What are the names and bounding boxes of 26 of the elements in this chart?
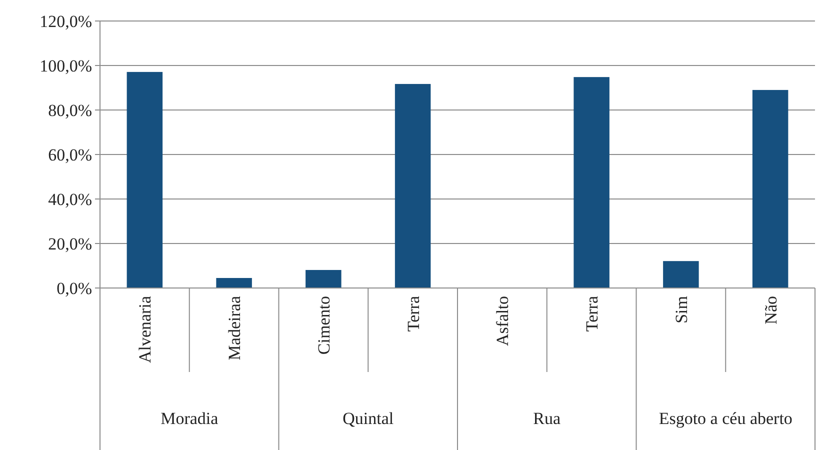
bar [752,90,788,288]
text: Esgoto a céu aberto [658,409,792,428]
y-tick-label: 40,0% [48,190,92,209]
text: Quintal [342,409,394,428]
x-tick-label: Terra [404,296,423,332]
text: Rua [533,409,562,428]
y-tick-label: 100,0% [40,56,92,76]
bar [663,261,699,288]
bar [394,84,431,288]
bar [574,77,610,288]
bar [126,72,163,288]
y-tick-label: 60,0% [48,145,92,164]
y-tick-label: 20,0% [48,234,92,254]
x-tick-label: Asfalto [493,296,512,346]
x-tick-label: Cimento [314,296,334,355]
x-tick-label: Madeiraa [225,296,244,360]
x-tick-label: Terra [582,296,602,332]
x-tick-label: Sim [672,296,691,324]
bar [306,270,342,288]
y-tick-label: 80,0% [48,100,92,120]
x-tick-label: Alvenaria [136,296,155,364]
text: Moradia [160,409,219,428]
y-tick-label: 0,0% [56,278,92,298]
x-tick-label: Não [761,296,780,324]
bar [216,278,252,288]
y-tick-label: 120,0% [40,12,92,31]
